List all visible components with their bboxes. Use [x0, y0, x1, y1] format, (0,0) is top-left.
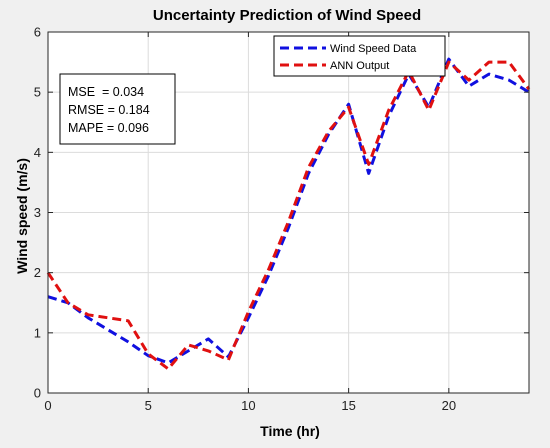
- legend-frame: [273, 35, 446, 77]
- series-line-ann-output: [46, 60, 531, 371]
- y-tick-label: 2: [34, 265, 41, 280]
- x-tick-label: 20: [442, 398, 456, 413]
- y-tick-label: 1: [34, 325, 41, 340]
- series-line-wind-speed-data: [47, 57, 530, 365]
- stats-box-frame: [59, 73, 176, 145]
- axis-ticks: 0 5 10 15 20 0 1 2 3 4 5 6: [34, 25, 529, 413]
- x-tick-label: 5: [145, 398, 152, 413]
- y-tick-label: 4: [34, 145, 41, 160]
- legend: Wind Speed Data ANN Output: [273, 35, 446, 77]
- stats-mse: MSE = 0.034: [68, 85, 144, 99]
- x-axis-label: Time (hr): [260, 423, 320, 439]
- stats-mape: MAPE = 0.096: [68, 121, 149, 135]
- x-tick-label: 0: [44, 398, 51, 413]
- x-tick-label: 15: [341, 398, 355, 413]
- stats-box: MSE = 0.034 RMSE = 0.184 MAPE = 0.096: [59, 73, 176, 145]
- legend-label-wind-speed-data: Wind Speed Data: [330, 43, 417, 55]
- chart-title: Uncertainty Prediction of Wind Speed: [153, 7, 421, 24]
- y-tick-label: 0: [34, 386, 41, 401]
- y-tick-label: 3: [34, 205, 41, 220]
- y-tick-label: 5: [34, 85, 41, 100]
- y-axis-label: Wind speed (m/s): [14, 158, 30, 274]
- stats-rmse: RMSE = 0.184: [68, 103, 150, 117]
- series-layer: [46, 57, 531, 371]
- y-tick-label: 6: [34, 25, 41, 40]
- x-tick-label: 10: [241, 398, 255, 413]
- legend-label-ann-output: ANN Output: [330, 60, 389, 72]
